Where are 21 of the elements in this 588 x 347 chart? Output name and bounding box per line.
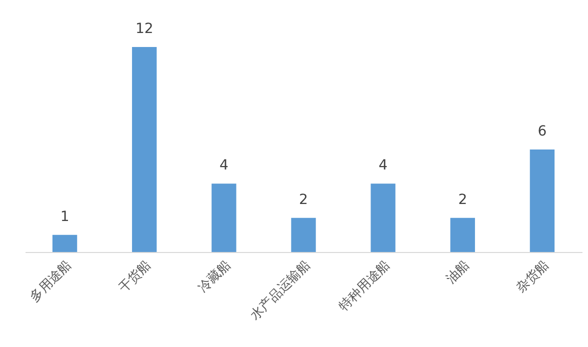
x-tick-label: 水产品运输船 — [248, 258, 314, 324]
data-label: 2 — [299, 192, 308, 208]
data-label: 2 — [458, 192, 468, 208]
data-label: 4 — [219, 158, 228, 174]
data-label: 6 — [538, 124, 547, 140]
bar — [291, 218, 316, 252]
x-tick-label: 干货船 — [116, 258, 154, 296]
x-tick-label: 油船 — [444, 258, 473, 287]
bar — [132, 47, 157, 252]
bar — [530, 150, 555, 252]
data-label: 12 — [135, 21, 154, 37]
bar — [212, 184, 236, 252]
data-label: 4 — [378, 158, 388, 174]
bar — [52, 234, 78, 252]
x-tick-label: 特种用途船 — [336, 258, 393, 314]
x-tick-label: 杂货船 — [514, 258, 552, 296]
x-tick-label: 冷藏船 — [196, 258, 234, 296]
bar — [450, 218, 475, 252]
bar — [370, 184, 396, 252]
x-tick-label: 多用途船 — [27, 258, 75, 306]
data-label: 1 — [60, 208, 70, 225]
